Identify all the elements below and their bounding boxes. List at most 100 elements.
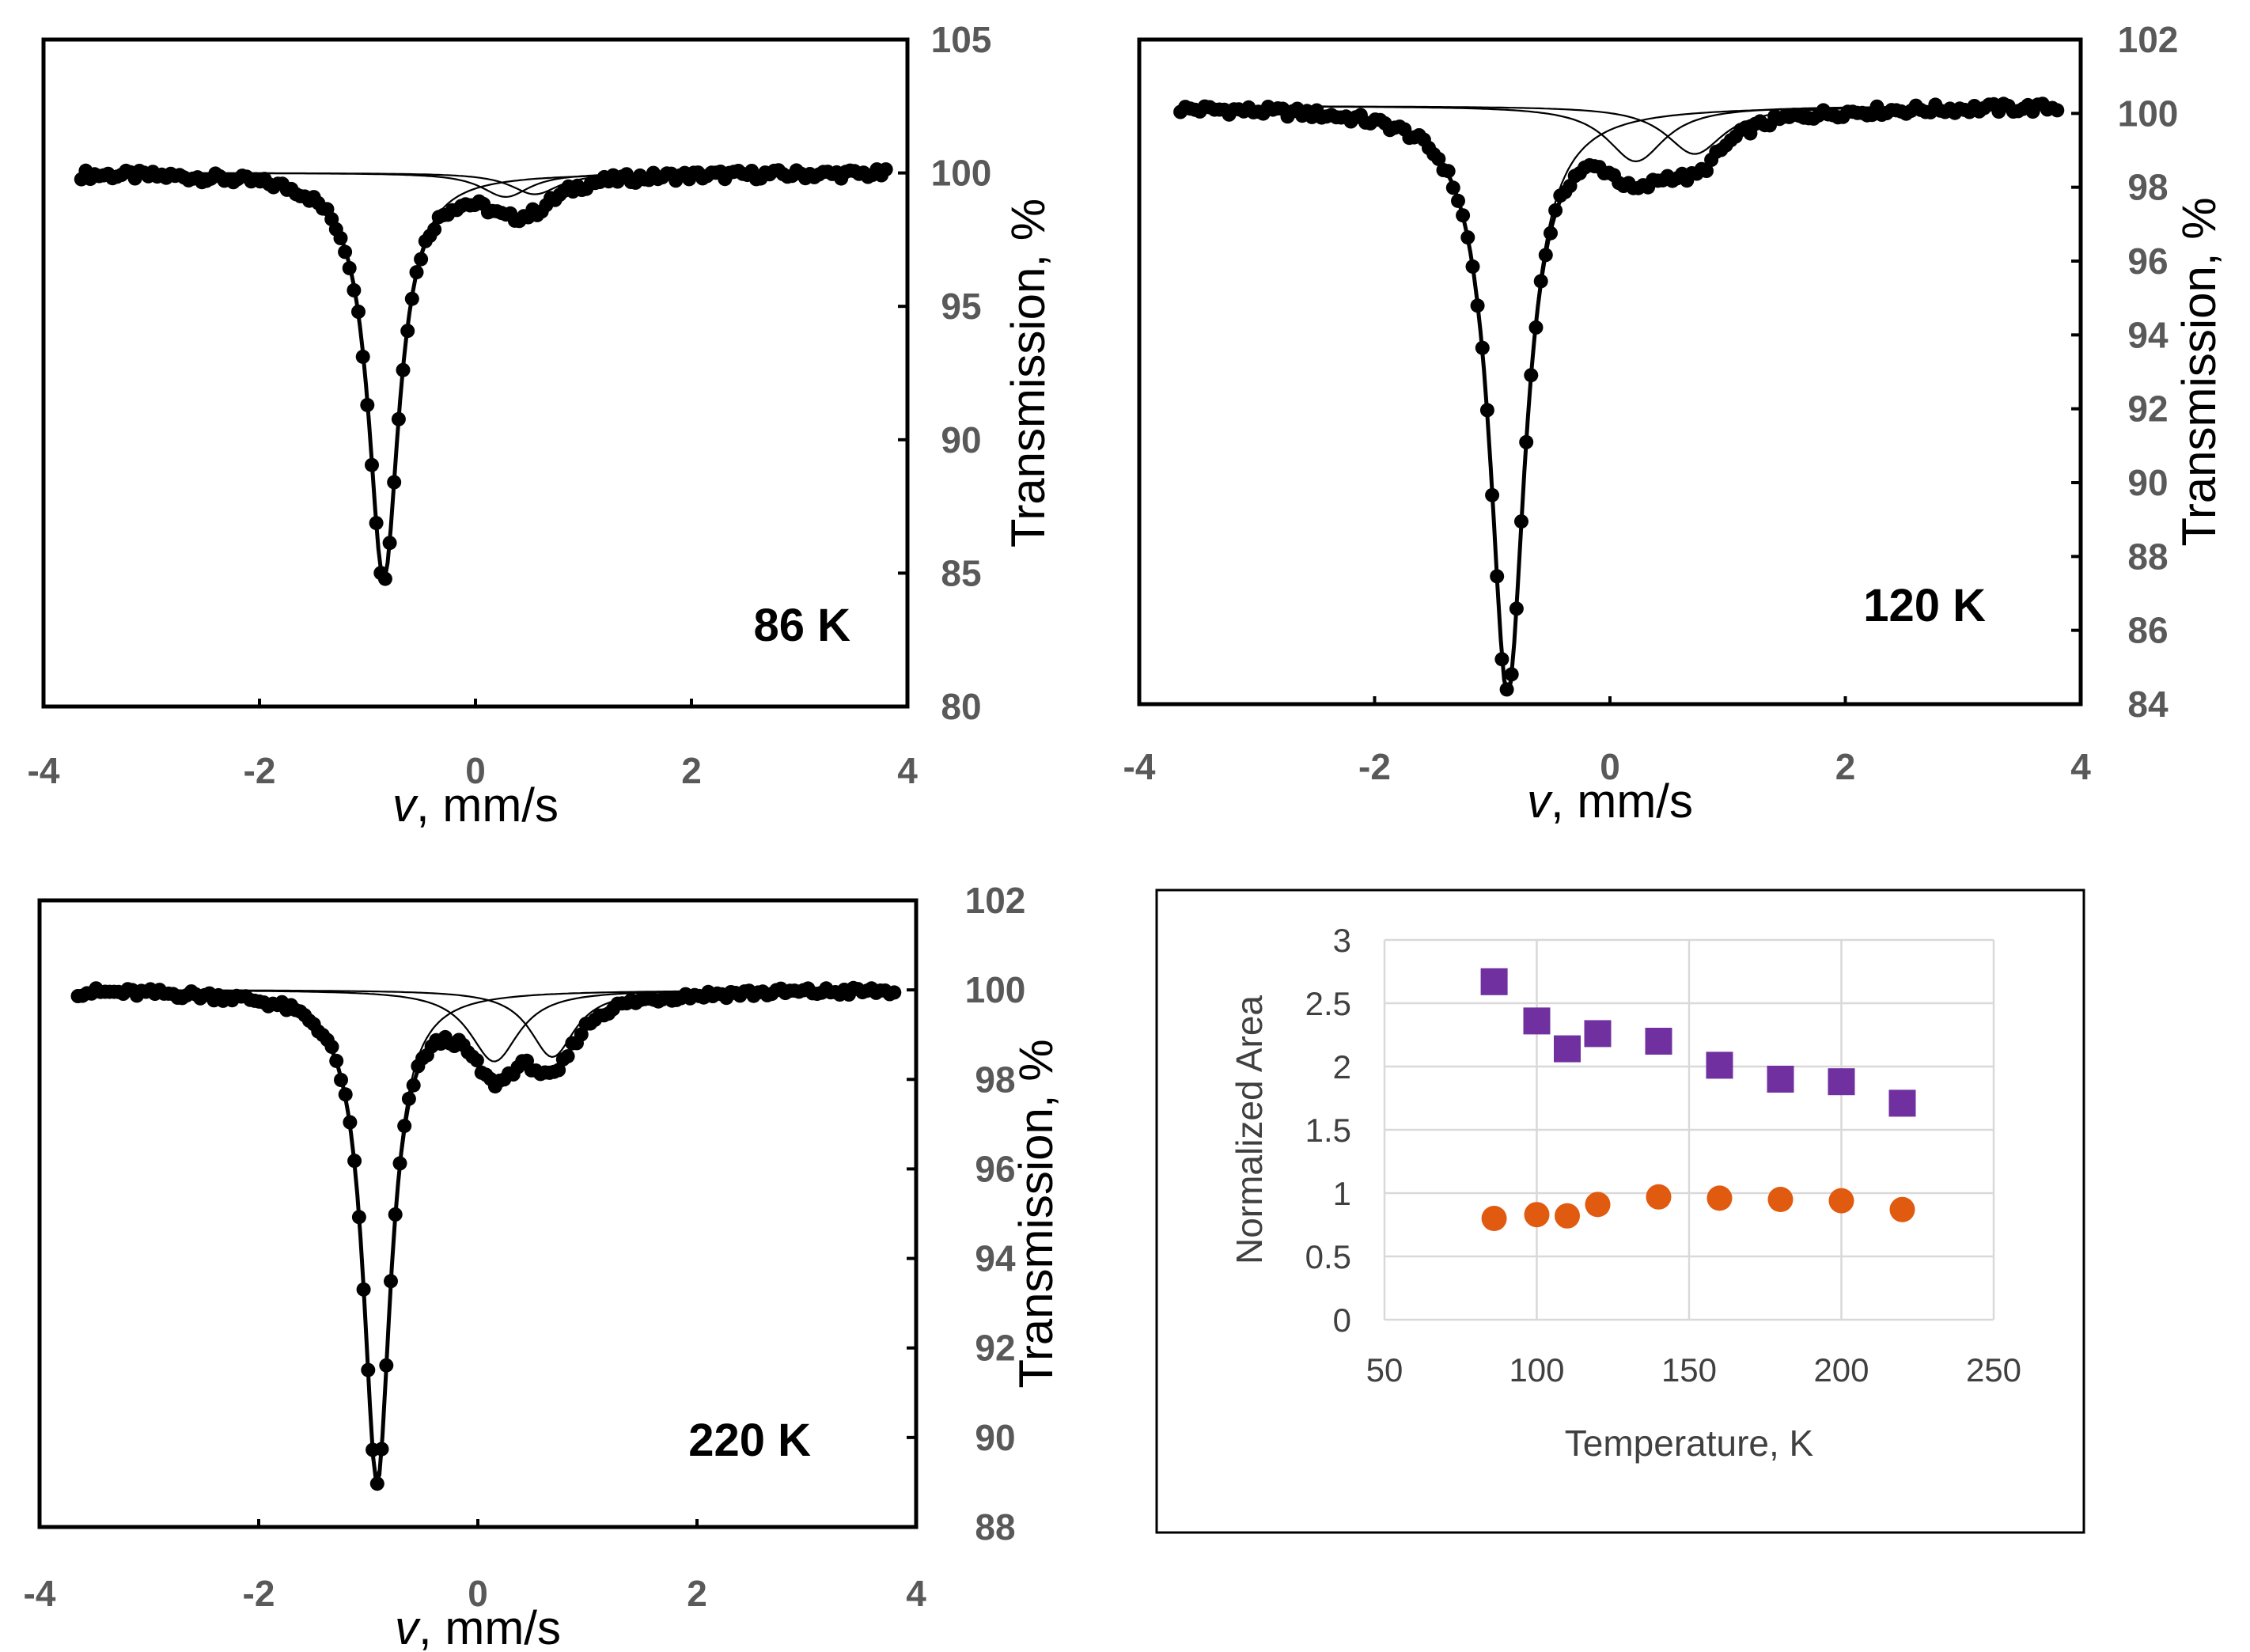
- data-point: [1504, 667, 1519, 682]
- fit-component-1: [78, 989, 895, 1477]
- data-point: [347, 282, 362, 297]
- x-tick-label: 4: [906, 1573, 926, 1614]
- data-point: [397, 1119, 412, 1134]
- x-axis-unit: , mm/s: [419, 1601, 561, 1652]
- x-tick-label: 50: [1366, 1351, 1403, 1389]
- data-point: [338, 1087, 353, 1102]
- y-tick-label: 95: [941, 286, 981, 327]
- x-tick-label: -4: [1123, 746, 1156, 787]
- data-point: [1470, 298, 1485, 313]
- x-tick-label: 0: [468, 1573, 488, 1614]
- y-tick-label: 1: [1333, 1175, 1351, 1212]
- circle-marker: [1706, 1185, 1733, 1211]
- square-marker: [1645, 1028, 1672, 1055]
- y-tick-label: 88: [975, 1506, 1015, 1548]
- x-tick-label: 100: [1509, 1351, 1564, 1389]
- x-axis-var: v: [392, 779, 419, 832]
- circle-marker: [1524, 1202, 1550, 1228]
- data-point: [401, 1091, 416, 1106]
- data-point: [392, 1156, 407, 1171]
- data-point: [338, 244, 353, 260]
- data-point: [374, 1442, 389, 1457]
- x-tick-label: 0: [1600, 746, 1620, 787]
- experimental-points: [70, 980, 902, 1491]
- data-point: [387, 475, 402, 490]
- data-point: [1509, 601, 1524, 616]
- y-tick-label: 96: [2127, 241, 2168, 282]
- x-tick-label: 0: [465, 750, 486, 791]
- experimental-points: [1173, 97, 2065, 697]
- y-tick-label: 84: [2127, 684, 2169, 725]
- x-tick-label: 150: [1661, 1351, 1717, 1389]
- x-axis-unit: , mm/s: [416, 779, 559, 832]
- circle-marker: [1767, 1187, 1794, 1212]
- data-point: [1514, 514, 1528, 529]
- x-tick-label: -4: [24, 1573, 56, 1614]
- fit-total-curve: [81, 172, 886, 585]
- y-axis-title: Transmission, %: [2172, 197, 2225, 546]
- data-point: [1445, 180, 1460, 195]
- y-tick-label: 92: [2127, 388, 2168, 430]
- data-point: [1499, 682, 1514, 697]
- y-tick-label: 94: [975, 1238, 1016, 1279]
- data-point: [1519, 434, 1534, 449]
- y-tick-label: 85: [941, 552, 981, 593]
- data-point: [388, 1207, 403, 1222]
- square-marker: [1523, 1007, 1551, 1035]
- data-point: [551, 1063, 566, 1078]
- data-point: [1494, 652, 1509, 667]
- data-point: [406, 1078, 421, 1093]
- data-point: [343, 1115, 358, 1130]
- experimental-points: [74, 162, 893, 586]
- y-tick-label: 105: [931, 19, 992, 60]
- y-tick-label: 102: [965, 880, 1026, 921]
- y-axis-title: Transmission, %: [1009, 1039, 1062, 1388]
- square-marker: [1888, 1089, 1916, 1117]
- data-point: [365, 457, 379, 472]
- y-tick-label: 100: [2118, 93, 2179, 134]
- data-point: [469, 1053, 484, 1068]
- data-point: [1538, 248, 1553, 263]
- data-point: [1451, 193, 1465, 208]
- series-squares: [1480, 968, 1916, 1117]
- data-point: [1524, 368, 1539, 383]
- y-tick-label: 80: [941, 686, 981, 727]
- temperature-label: 86 K: [753, 600, 850, 651]
- x-tick-label: 200: [1813, 1351, 1869, 1389]
- x-axis-title: v, mm/s: [1527, 775, 1693, 828]
- data-point: [1699, 164, 1714, 178]
- circle-marker: [1646, 1184, 1672, 1210]
- data-point: [334, 1073, 348, 1087]
- data-point: [391, 411, 406, 426]
- temperature-label: 120 K: [1863, 580, 1986, 631]
- data-point: [1456, 208, 1471, 223]
- square-marker: [1584, 1020, 1612, 1048]
- x-tick-label: 4: [897, 750, 918, 791]
- data-point: [324, 1040, 339, 1055]
- x-axis-unit: , mm/s: [1551, 775, 1693, 828]
- data-point: [427, 222, 442, 237]
- x-axis-title: Temperature, K: [1565, 1423, 1814, 1464]
- square-marker: [1706, 1051, 1733, 1079]
- data-point: [887, 985, 902, 1000]
- x-tick-label: 2: [687, 1573, 707, 1614]
- data-point: [1490, 569, 1505, 584]
- normalized-area-chart: 50 100 150 200 250 0 0.5 1 1.5 2 2.5 3 Temperature, …: [1155, 889, 2085, 1534]
- data-point: [878, 162, 893, 177]
- y-tick-label: 98: [2127, 167, 2168, 208]
- y-tick-label: 1.5: [1305, 1112, 1351, 1149]
- square-marker: [1828, 1068, 1855, 1096]
- data-point: [414, 252, 429, 267]
- data-point: [409, 265, 424, 280]
- data-point: [1544, 225, 1558, 241]
- y-tick-label: 94: [2127, 314, 2169, 355]
- y-tick-label: 102: [2118, 19, 2179, 60]
- data-point: [1485, 487, 1500, 502]
- data-point: [1431, 151, 1446, 166]
- data-point: [351, 1210, 366, 1225]
- data-point: [361, 1362, 376, 1377]
- chart-box: [1155, 889, 2085, 1534]
- x-axis-var: v: [395, 1601, 421, 1652]
- data-point: [377, 571, 392, 586]
